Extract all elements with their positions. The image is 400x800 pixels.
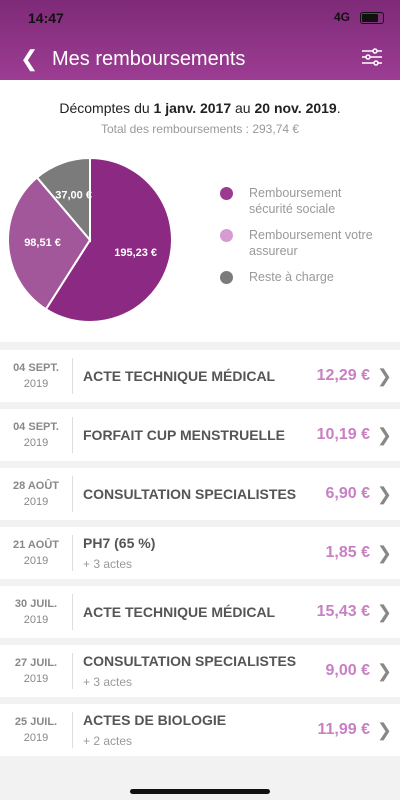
day: 04 SEPT. bbox=[13, 421, 59, 433]
legend-label: Reste à charge bbox=[249, 270, 334, 284]
total: Total des remboursements : 293,74 € bbox=[100, 122, 300, 136]
year: 2019 bbox=[23, 496, 49, 508]
pie-slice bbox=[35, 156, 91, 243]
amount: 9,00 € bbox=[325, 662, 370, 679]
year: 2019 bbox=[23, 614, 49, 626]
date: 21 AOÛT 2019 bbox=[0, 535, 73, 571]
chevron: ❯ bbox=[376, 719, 392, 740]
date: 27 JUIL. 2019 bbox=[0, 653, 73, 689]
year: 2019 bbox=[23, 378, 49, 390]
amount: 12,29 € bbox=[316, 367, 370, 384]
slice-label: 98,51 € bbox=[24, 237, 61, 249]
filter-button[interactable] bbox=[362, 48, 382, 66]
row-title: ACTES DE BIOLOGIE bbox=[83, 712, 227, 728]
pie-slice bbox=[44, 156, 173, 323]
amount: 6,90 € bbox=[325, 485, 370, 502]
list-row[interactable]: 04 SEPT. 2019 ACTE TECHNIQUE MÉDICAL 12,29 … bbox=[0, 350, 400, 402]
day: 04 SEPT. bbox=[13, 362, 59, 374]
amount: 1,85 € bbox=[325, 544, 370, 561]
legend-item: Remboursement sécurité sociale bbox=[220, 185, 380, 217]
row-title-block: FORFAIT CUP MENSTRUELLE bbox=[83, 427, 317, 443]
day: 28 AOÛT bbox=[12, 480, 60, 492]
start-date: 1 janv. 2017 bbox=[153, 100, 232, 116]
row-title: FORFAIT CUP MENSTRUELLE bbox=[83, 427, 285, 443]
list-row[interactable]: 30 JUIL. 2019 ACTE TECHNIQUE MÉDICAL 15,43 … bbox=[0, 586, 400, 638]
row-sub: + 2 actes bbox=[83, 734, 133, 748]
legend-item: Remboursement votre assureur bbox=[220, 227, 380, 259]
row-title-block: CONSULTATION SPECIALISTES bbox=[83, 486, 326, 502]
legend-dot bbox=[220, 271, 233, 284]
amount: 15,43 € bbox=[316, 603, 370, 620]
row-title: ACTE TECHNIQUE MÉDICAL bbox=[83, 368, 276, 384]
legend-dot bbox=[220, 229, 233, 242]
slice-label: 37,00 € bbox=[55, 189, 92, 201]
back-button[interactable]: ❮ bbox=[20, 46, 39, 71]
day: 25 JUIL. bbox=[14, 716, 58, 728]
legend: Remboursement sécurité sociale Remboursem… bbox=[220, 185, 380, 295]
amount: 10,19 € bbox=[316, 426, 370, 443]
text: au bbox=[231, 100, 255, 116]
row-title-block: ACTE TECHNIQUE MÉDICAL bbox=[83, 604, 317, 620]
year: 2019 bbox=[23, 673, 49, 685]
row-sub: + 3 actes bbox=[83, 557, 133, 571]
chevron: ❯ bbox=[376, 660, 392, 681]
day: 27 JUIL. bbox=[14, 657, 58, 669]
year: 2019 bbox=[23, 555, 49, 567]
row-sub: + 3 actes bbox=[83, 675, 133, 689]
chevron: ❯ bbox=[376, 365, 392, 386]
list-row[interactable]: 27 JUIL. 2019 CONSULTATION SPECIALISTES + 3… bbox=[0, 645, 400, 697]
row-title-block: ACTES DE BIOLOGIE + 2 actes bbox=[83, 712, 318, 748]
chevron: ❯ bbox=[376, 424, 392, 445]
legend-label: Remboursement sécurité sociale bbox=[249, 186, 342, 216]
legend-item: Reste à charge bbox=[220, 269, 380, 285]
time: 14:47 bbox=[28, 10, 64, 26]
row-title: PH7 (65 %) bbox=[83, 535, 156, 551]
amount: 11,99 € bbox=[317, 721, 371, 738]
period: Décomptes du 1 janv. 2017 au 20 nov. 201… bbox=[0, 100, 400, 116]
summary: Décomptes du 1 janv. 2017 au 20 nov. 201… bbox=[0, 80, 400, 342]
day: 21 AOÛT bbox=[12, 539, 60, 551]
list: 04 SEPT. 2019 ACTE TECHNIQUE MÉDICAL 12,29 … bbox=[0, 342, 400, 756]
page-title: Mes remboursements bbox=[52, 48, 246, 70]
year: 2019 bbox=[23, 732, 49, 744]
end-date: 20 nov. 2019 bbox=[254, 100, 337, 116]
row-title: CONSULTATION SPECIALISTES bbox=[83, 486, 297, 502]
network: 4G bbox=[333, 10, 350, 24]
list-row[interactable]: 21 AOÛT 2019 PH7 (65 %) + 3 actes 1,85 € ❯ bbox=[0, 527, 400, 579]
chevron: ❯ bbox=[376, 542, 392, 563]
legend-dot bbox=[220, 187, 233, 200]
chevron: ❯ bbox=[376, 601, 392, 622]
date: 28 AOÛT 2019 bbox=[0, 476, 73, 512]
row-title-block: ACTE TECHNIQUE MÉDICAL bbox=[83, 368, 317, 384]
list-row[interactable]: 04 SEPT. 2019 FORFAIT CUP MENSTRUELLE 10,19… bbox=[0, 409, 400, 461]
pie-slice bbox=[7, 176, 92, 311]
text: Décomptes du bbox=[59, 100, 154, 116]
row-title: CONSULTATION SPECIALISTES bbox=[83, 653, 297, 669]
date: 04 SEPT. 2019 bbox=[0, 417, 73, 453]
year: 2019 bbox=[23, 437, 49, 449]
chevron: ❯ bbox=[376, 483, 392, 504]
list-row[interactable]: 28 AOÛT 2019 CONSULTATION SPECIALISTES 6,90… bbox=[0, 468, 400, 520]
day: 30 JUIL. bbox=[14, 598, 58, 610]
home-indicator bbox=[130, 789, 270, 794]
header: 14:47 4G ❮ Mes remboursements bbox=[0, 0, 400, 80]
battery bbox=[360, 12, 384, 24]
row-title: ACTE TECHNIQUE MÉDICAL bbox=[83, 604, 276, 620]
slice-label: 195,23 € bbox=[114, 247, 157, 259]
date: 25 JUIL. 2019 bbox=[0, 712, 73, 748]
date: 30 JUIL. 2019 bbox=[0, 594, 73, 630]
list-row[interactable]: 25 JUIL. 2019 ACTES DE BIOLOGIE + 2 actes 11… bbox=[0, 704, 400, 756]
text: . bbox=[336, 100, 341, 116]
legend-label: Remboursement votre assureur bbox=[249, 228, 373, 258]
pie-chart: 195,23 € 98,51 € 37,00 € bbox=[7, 156, 173, 323]
date: 04 SEPT. 2019 bbox=[0, 358, 73, 394]
row-title-block: PH7 (65 %) + 3 actes bbox=[83, 535, 326, 571]
row-title-block: CONSULTATION SPECIALISTES + 3 actes bbox=[83, 653, 326, 689]
